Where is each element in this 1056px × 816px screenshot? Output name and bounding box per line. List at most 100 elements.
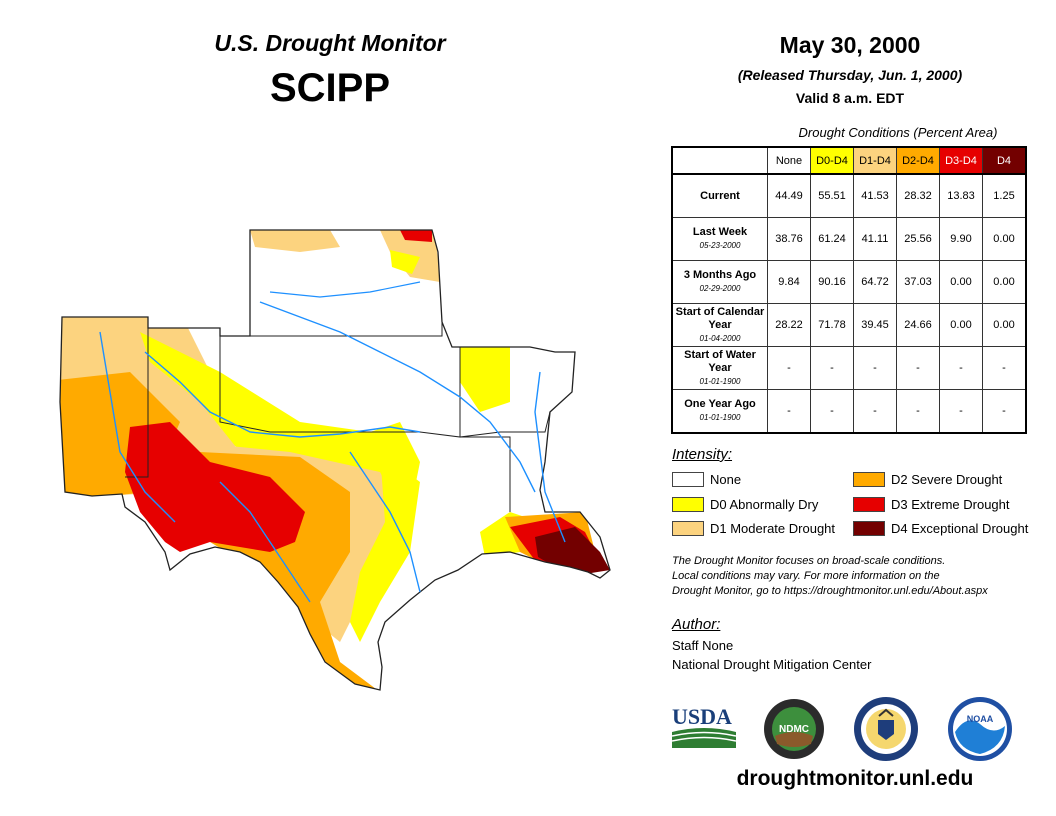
- footer-url[interactable]: droughtmonitor.unl.edu: [736, 767, 974, 790]
- table-cell: 38.76: [767, 217, 811, 261]
- table-cell: 9.84: [767, 260, 811, 304]
- row-label-text: Start of Calendar Year: [675, 305, 765, 331]
- legend-label: D1 Moderate Drought: [710, 520, 836, 536]
- table-cell: -: [982, 389, 1027, 434]
- table-cell: 61.24: [810, 217, 854, 261]
- row-label: Start of Water Year 01-01-1900: [671, 346, 768, 390]
- drought-conditions-table: None D0-D4 D1-D4 D2-D4 D3-D4 D4 Current 4…: [671, 146, 1027, 434]
- table-cell: 9.90: [939, 217, 983, 261]
- table-cell: -: [767, 346, 811, 390]
- author-org: National Drought Mitigation Center: [672, 657, 872, 672]
- table-cell: -: [896, 346, 940, 390]
- legend-item-none: None: [672, 470, 741, 488]
- table-cell: 28.22: [767, 303, 811, 347]
- col-none: None: [767, 146, 811, 175]
- legend-item-d0: D0 Abnormally Dry: [672, 495, 818, 513]
- table-cell: 28.32: [896, 173, 940, 218]
- legend-title: Intensity:: [672, 446, 733, 463]
- col-d2-d4: D2-D4: [896, 146, 940, 175]
- map-title: U.S. Drought Monitor: [214, 30, 446, 56]
- row-label-text: Start of Water Year: [684, 348, 756, 374]
- commerce-seal-logo: [854, 697, 918, 761]
- table-cell: 90.16: [810, 260, 854, 304]
- table-body: Current 44.49 55.51 41.53 28.32 13.83 1.25 Last…: [671, 173, 1027, 434]
- region-title: SCIPP: [269, 66, 391, 110]
- note-line: Drought Monitor, go to https://droughtmo…: [672, 585, 988, 597]
- table-cell: 71.78: [810, 303, 854, 347]
- col-d1-d4: D1-D4: [853, 146, 897, 175]
- col-d3-d4: D3-D4: [939, 146, 983, 175]
- table-cell: 24.66: [896, 303, 940, 347]
- table-cell: 0.00: [982, 303, 1027, 347]
- table-caption: Drought Conditions (Percent Area): [798, 125, 998, 140]
- table-cell: -: [810, 389, 854, 434]
- legend-swatch: [672, 520, 704, 536]
- table-cell: -: [853, 389, 897, 434]
- row-label: Last Week 05-23-2000: [671, 217, 768, 261]
- legend-label: D0 Abnormally Dry: [710, 496, 819, 512]
- table-cell: 41.53: [853, 173, 897, 218]
- legend-label: None: [710, 471, 742, 487]
- table-header-row: None D0-D4 D1-D4 D2-D4 D3-D4 D4: [672, 146, 1027, 175]
- row-label-text: One Year Ago: [684, 398, 756, 410]
- table-cell: 0.00: [982, 260, 1027, 304]
- ndmc-logo-text: NDMC: [779, 724, 809, 735]
- valid-time: Valid 8 a.m. EDT: [795, 90, 905, 106]
- usda-logo: USDA: [672, 704, 736, 748]
- map-date: May 30, 2000: [779, 32, 921, 58]
- legend-label: D2 Severe Drought: [891, 471, 1003, 487]
- table-row: Start of Calendar Year 01-04-2000 28.22 71.…: [671, 303, 1027, 347]
- legend-item-d1: D1 Moderate Drought: [672, 519, 835, 537]
- table-cell: 41.11: [853, 217, 897, 261]
- table-cell: 13.83: [939, 173, 983, 218]
- table-cell: -: [939, 346, 983, 390]
- legend-swatch: [853, 520, 885, 536]
- table-cell: 0.00: [939, 260, 983, 304]
- noaa-logo-text: NOAA: [967, 714, 994, 724]
- row-label-text: Current: [700, 189, 740, 202]
- table-row: 3 Months Ago 02-29-2000 9.84 90.16 64.72 37.0…: [671, 260, 1027, 304]
- legend-item-d3: D3 Extreme Drought: [853, 495, 1010, 513]
- table-cell: 0.00: [982, 217, 1027, 261]
- row-label-text: 3 Months Ago: [683, 269, 757, 281]
- drought-map: [59, 229, 611, 691]
- row-label: 3 Months Ago 02-29-2000: [671, 260, 768, 304]
- noaa-logo: NOAA: [948, 697, 1012, 761]
- table-cell: -: [767, 389, 811, 434]
- row-label: Current: [671, 173, 768, 218]
- table-cell: -: [853, 346, 897, 390]
- table-cell: -: [982, 346, 1027, 390]
- table-cell: 39.45: [853, 303, 897, 347]
- table-cell: 64.72: [853, 260, 897, 304]
- author-title: Author:: [672, 616, 721, 633]
- release-date: (Released Thursday, Jun. 1, 2000): [737, 67, 963, 83]
- legend-swatch: [853, 496, 885, 512]
- note-line: Local conditions may vary. For more info…: [672, 570, 940, 582]
- usda-logo-text: USDA: [672, 704, 732, 729]
- legend-item-d2: D2 Severe Drought: [853, 470, 1002, 488]
- table-header-blank: [672, 147, 768, 174]
- legend-swatch: [672, 471, 704, 487]
- disclaimer-note: The Drought Monitor focuses on broad-sca…: [672, 554, 1047, 599]
- legend-swatch: [853, 471, 885, 487]
- author-name: Staff None: [672, 638, 734, 653]
- table-row: Current 44.49 55.51 41.53 28.32 13.83 1.25: [671, 173, 1027, 218]
- table-cell: 44.49: [767, 173, 811, 218]
- table-row: Last Week 05-23-2000 38.76 61.24 41.11 25.56 9…: [671, 217, 1027, 261]
- table-cell: 37.03: [896, 260, 940, 304]
- row-sublabel: 01-04-2000: [699, 333, 741, 343]
- row-sublabel: 01-01-1900: [699, 376, 741, 386]
- table-cell: -: [896, 389, 940, 434]
- table-cell: -: [939, 389, 983, 434]
- legend-item-d4: D4 Exceptional Drought: [853, 519, 1028, 537]
- row-label: Start of Calendar Year 01-04-2000: [671, 303, 768, 347]
- row-sublabel: 02-29-2000: [699, 284, 741, 293]
- legend-label: D3 Extreme Drought: [891, 496, 1010, 512]
- row-label: One Year Ago 01-01-1900: [671, 389, 768, 434]
- legend-label: D4 Exceptional Drought: [891, 520, 1029, 536]
- table-cell: 55.51: [810, 173, 854, 218]
- row-sublabel: 01-01-1900: [699, 413, 741, 422]
- legend-swatch: [672, 496, 704, 512]
- table-cell: -: [810, 346, 854, 390]
- table-cell: 0.00: [939, 303, 983, 347]
